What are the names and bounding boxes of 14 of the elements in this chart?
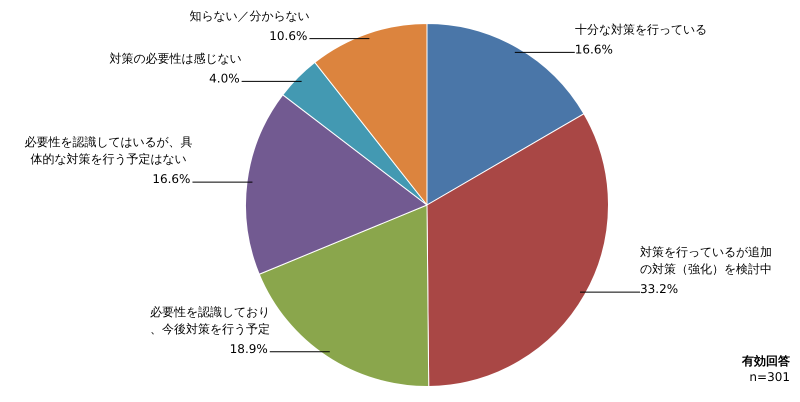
slice-label: 知らない／分からない	[189, 8, 310, 23]
data-label: 16.6%	[152, 172, 190, 186]
text: n=301	[749, 370, 790, 384]
data-label: 16.6%	[574, 42, 613, 57]
text: 有効回答	[741, 354, 791, 368]
slice-label: 必要性を認識してはいるが、具体的な対策を行う予定はない	[24, 135, 192, 166]
data-label: 10.6%	[269, 28, 308, 43]
data-label: 33.2%	[640, 282, 678, 296]
slice-label: 必要性を認識しており、今後対策を行う予定	[150, 304, 270, 336]
slice-label: 十分な対策を行っている	[574, 22, 707, 37]
slice-label: 対策を行っているが追加の対策（強化）を検討中	[640, 245, 772, 276]
data-label: 4.0%	[209, 72, 240, 86]
slice-label: 対策の必要性は感じない	[110, 52, 242, 66]
data-label: 18.9%	[230, 342, 268, 356]
